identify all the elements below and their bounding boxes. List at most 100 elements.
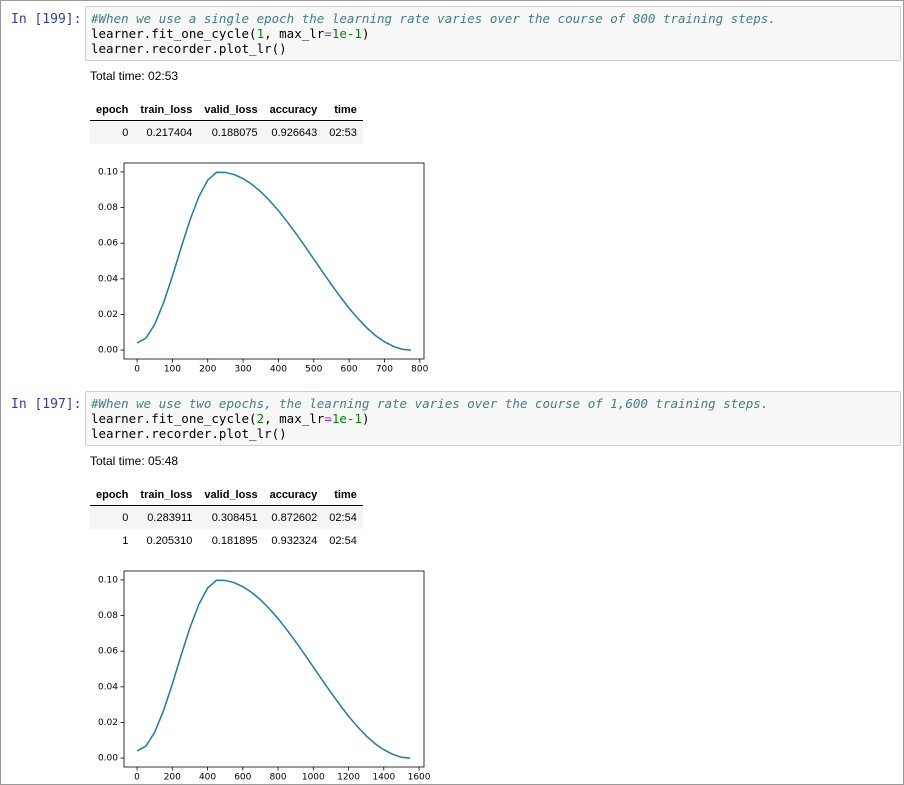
results-table: epoch train_loss valid_loss accuracy time 0 0.… (90, 99, 363, 144)
y-tick-label: 0.00 (98, 346, 118, 356)
x-tick-label: 1600 (408, 773, 430, 782)
x-tick-label: 500 (305, 365, 322, 374)
cell: In [199]: #When we use a single epoch the… (1, 1, 903, 373)
table-head: epoch train_loss valid_loss accuracy time (90, 99, 363, 121)
x-tick-label: 400 (199, 773, 216, 782)
code-token: #When we use a single epoch the learning… (91, 11, 776, 26)
table-cell: 0.283911 (147, 511, 193, 524)
code-token: learner.fit_one_cycle( (91, 411, 257, 426)
table-cell: 0.217404 (146, 126, 193, 139)
table-head: epoch train_loss valid_loss accuracy time (90, 484, 363, 506)
code-line: learner.fit_one_cycle(2, max_lr=1e-1) (91, 411, 895, 426)
code-line: #When we use two epochs, the learning ra… (91, 396, 895, 411)
code-token: ) (361, 411, 370, 426)
lr-line (136, 579, 411, 759)
table-row: 1 0.205310 0.181895 0.932324 02:54 (90, 529, 363, 552)
header-cell: train_loss (134, 484, 199, 506)
header-cell: epoch (90, 484, 135, 506)
y-tick-label: 0.06 (98, 239, 118, 249)
x-tick-label: 300 (234, 365, 251, 374)
y-tick-label: 0.02 (98, 310, 118, 320)
x-tick-label: 800 (269, 773, 286, 782)
cell: In [197]: #When we use two epochs, the le… (1, 386, 903, 781)
code-token: 1e-1 (331, 26, 362, 41)
header-row: epoch train_loss valid_loss accuracy time (90, 99, 363, 121)
table-cell: 02:53 (329, 126, 357, 139)
y-tick-label: 0.10 (98, 167, 118, 177)
code-token: #When we use two epochs, the learning ra… (91, 396, 769, 411)
y-tick-label: 0.04 (98, 682, 118, 692)
table-cell: 0.872602 (271, 511, 318, 524)
code-token: learner.recorder.plot_lr() (91, 426, 287, 441)
prompt: In [197]: (11, 397, 82, 412)
header-cell: accuracy (263, 484, 324, 506)
output: Total time: 02:53 epoch train_loss valid_lo… (90, 69, 903, 373)
y-tick-label: 0.08 (98, 611, 118, 621)
header-cell: valid_loss (198, 99, 264, 121)
table-cell: 0.181895 (211, 534, 258, 547)
x-tick-label: 0 (134, 773, 140, 782)
y-tick-label: 0.02 (98, 718, 118, 728)
table-cell: 0.188075 (211, 126, 258, 139)
code-token: , max_lr (264, 411, 325, 426)
plot-frame (123, 570, 425, 768)
plot-frame (123, 162, 425, 360)
chart: 0.00 0.02 0.04 0.06 0.08 0.10 0 200 400 600 800 100… (98, 570, 430, 782)
code-line: learner.fit_one_cycle(1, max_lr=1e-1) (91, 26, 895, 41)
code-line: learner.recorder.plot_lr() (91, 426, 895, 441)
prompt: In [199]: (11, 12, 82, 27)
header-cell: accuracy (263, 99, 324, 121)
code-line: #When we use a single epoch the learning… (91, 11, 895, 26)
x-tick-label: 0 (134, 365, 140, 374)
table-cell: 02:54 (329, 511, 357, 524)
table-cell: 0.205310 (146, 534, 193, 547)
code-input: #When we use a single epoch the learning… (85, 6, 901, 61)
header-cell: train_loss (134, 99, 199, 121)
table-body: 0 0.217404 0.188075 0.926643 02:53 (90, 120, 363, 144)
table-cell: 0.926643 (271, 126, 318, 139)
y-tick-label: 0.10 (98, 575, 118, 585)
results-table: epoch train_loss valid_loss accuracy time 0 0.… (90, 484, 363, 552)
y-tick-label: 0.08 (98, 203, 118, 213)
code-token: 1e-1 (331, 411, 362, 426)
table-cell: 1 (122, 534, 129, 547)
x-tick-label: 100 (164, 365, 181, 374)
total-time: Total time: 02:53 (90, 69, 179, 83)
code-token: learner.fit_one_cycle( (91, 26, 257, 41)
table-cell: 0 (122, 126, 129, 139)
header-cell: epoch (90, 99, 135, 121)
chart: 0.00 0.02 0.04 0.06 0.08 0.10 0 100 200 300 400 500… (98, 162, 429, 374)
code-token: = (324, 26, 332, 41)
table-row: 0 0.283911 0.308451 0.872602 02:54 (90, 505, 363, 529)
x-tick-label: 1000 (302, 773, 325, 782)
x-tick-label: 700 (376, 365, 393, 374)
x-tick-label: 1400 (372, 773, 395, 782)
y-tick-label: 0.04 (98, 274, 118, 284)
x-tick-label: 200 (199, 365, 216, 374)
header-row: epoch train_loss valid_loss accuracy time (90, 484, 363, 506)
total-time: Total time: 05:48 (90, 454, 179, 468)
x-tick-label: 1200 (337, 773, 360, 782)
output: Total time: 05:48 epoch train_loss valid_lo… (90, 454, 903, 781)
x-tick-label: 400 (270, 365, 287, 374)
code-input: #When we use two epochs, the learning ra… (85, 391, 901, 446)
table-cell: 0.308451 (211, 511, 258, 524)
code-token: 1 (256, 26, 265, 41)
code-token: ) (361, 26, 370, 41)
x-tick-label: 200 (164, 773, 181, 782)
x-tick-label: 600 (234, 773, 251, 782)
header-cell: time (323, 99, 363, 121)
table-cell: 02:54 (329, 534, 357, 547)
lr-line (136, 171, 412, 351)
header-cell: valid_loss (198, 484, 264, 506)
y-tick-label: 0.00 (98, 754, 118, 764)
x-tick-label: 800 (411, 365, 428, 374)
header-cell: time (323, 484, 363, 506)
code-token: , max_lr (264, 26, 325, 41)
code-token: = (324, 411, 332, 426)
y-tick-label: 0.06 (98, 647, 118, 657)
code-line: learner.recorder.plot_lr() (91, 41, 895, 56)
table-cell: 0.932324 (271, 534, 318, 547)
code-token: 2 (256, 411, 265, 426)
